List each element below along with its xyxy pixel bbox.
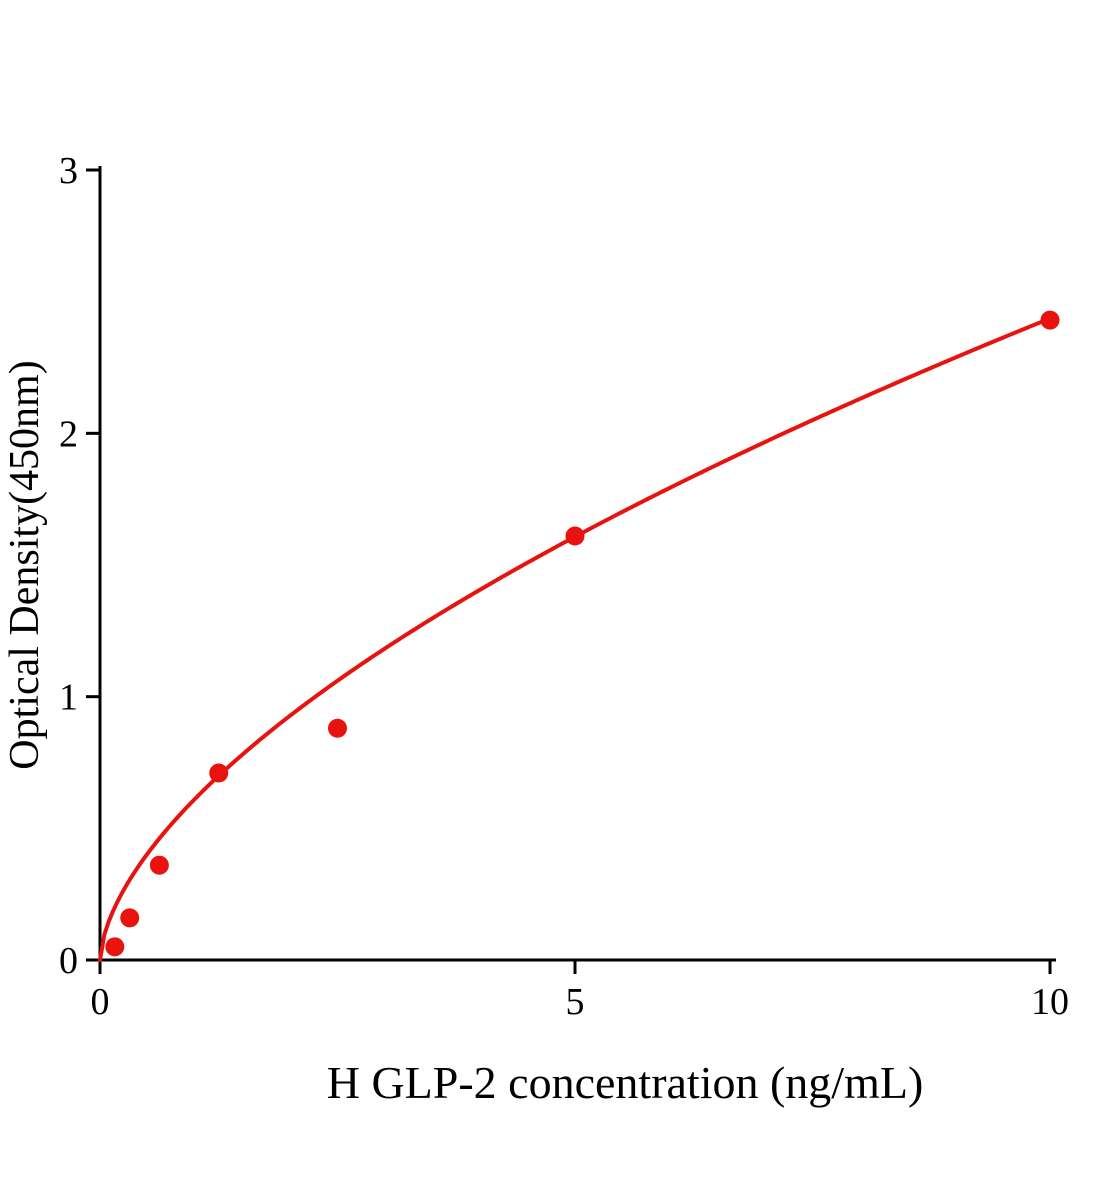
x-tick-label: 0: [91, 981, 110, 1023]
x-tick-label: 5: [566, 981, 585, 1023]
plot-area: 0 1 2 3 0 5 10: [59, 150, 1069, 1023]
y-tick-label: 1: [59, 677, 78, 719]
y-axis-title: Optical Density(450nm): [2, 360, 48, 769]
data-point: [565, 526, 585, 546]
data-point: [1040, 310, 1060, 330]
fit-curve: [98, 316, 1052, 962]
data-point: [149, 855, 169, 875]
data-point: [120, 908, 140, 928]
y-tick-label: 0: [59, 940, 78, 982]
x-axis-title: H GLP-2 concentration (ng/mL): [327, 1057, 924, 1108]
y-tick-label: 2: [59, 413, 78, 455]
y-tick-label: 3: [59, 150, 78, 192]
data-point: [209, 763, 229, 783]
x-tick-label: 10: [1031, 981, 1069, 1023]
data-point: [105, 937, 125, 957]
data-point: [328, 718, 347, 738]
